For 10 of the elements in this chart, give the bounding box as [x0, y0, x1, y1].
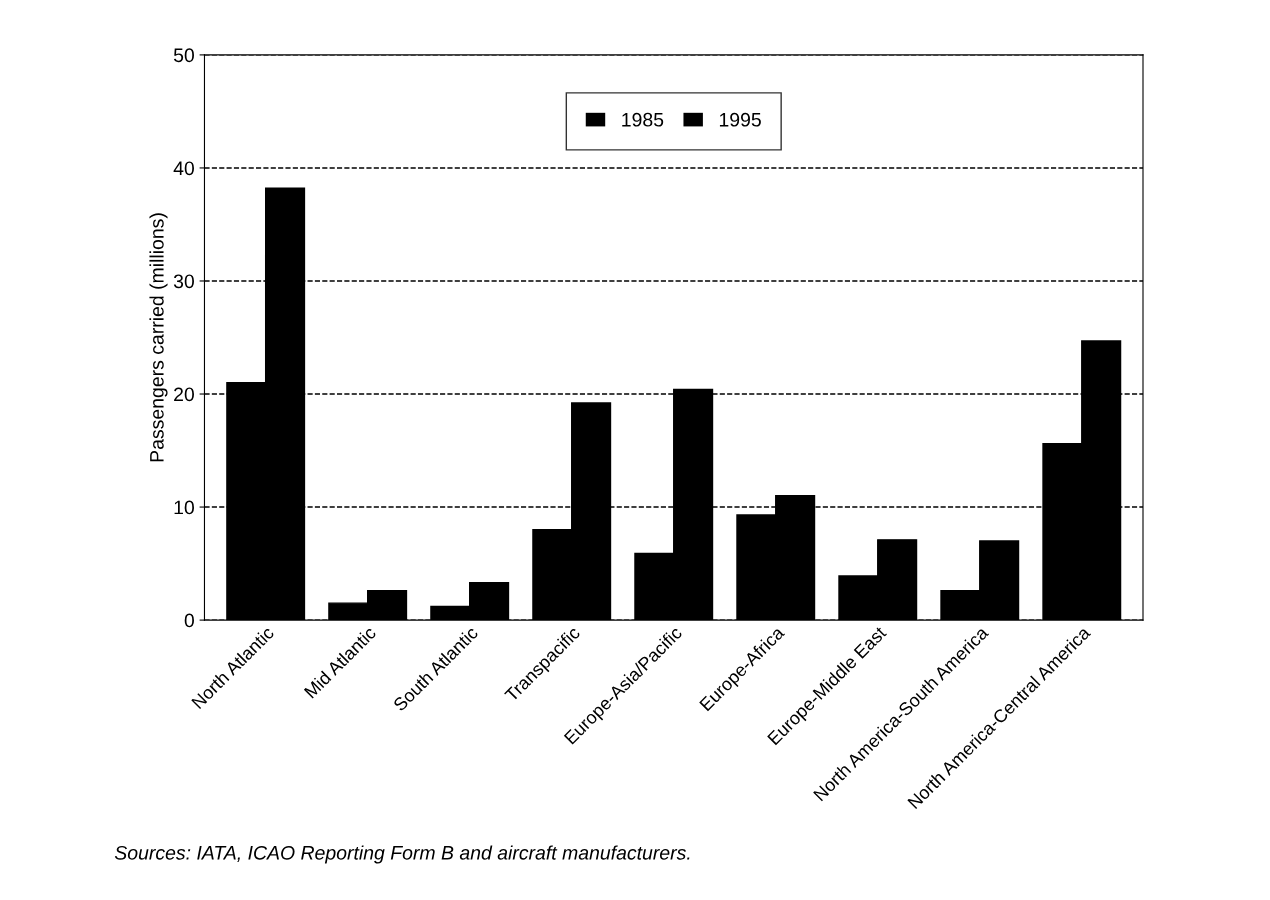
- legend-label: 1985: [622, 112, 664, 127]
- y-tick-label: 50: [173, 48, 194, 63]
- y-axis-title: Passengers carried (millions): [149, 213, 168, 462]
- legend-label: 1995: [719, 112, 761, 127]
- source-note: Sources: IATA, ICAO Reporting Form B and aircraft manufacturers.: [114, 845, 690, 864]
- y-tick-label: 40: [173, 161, 194, 176]
- y-tick-label: 20: [174, 387, 194, 402]
- y-tick-label: 10: [174, 500, 194, 515]
- y-tick-label: 30: [173, 274, 194, 289]
- y-tick-label: 0: [184, 613, 194, 628]
